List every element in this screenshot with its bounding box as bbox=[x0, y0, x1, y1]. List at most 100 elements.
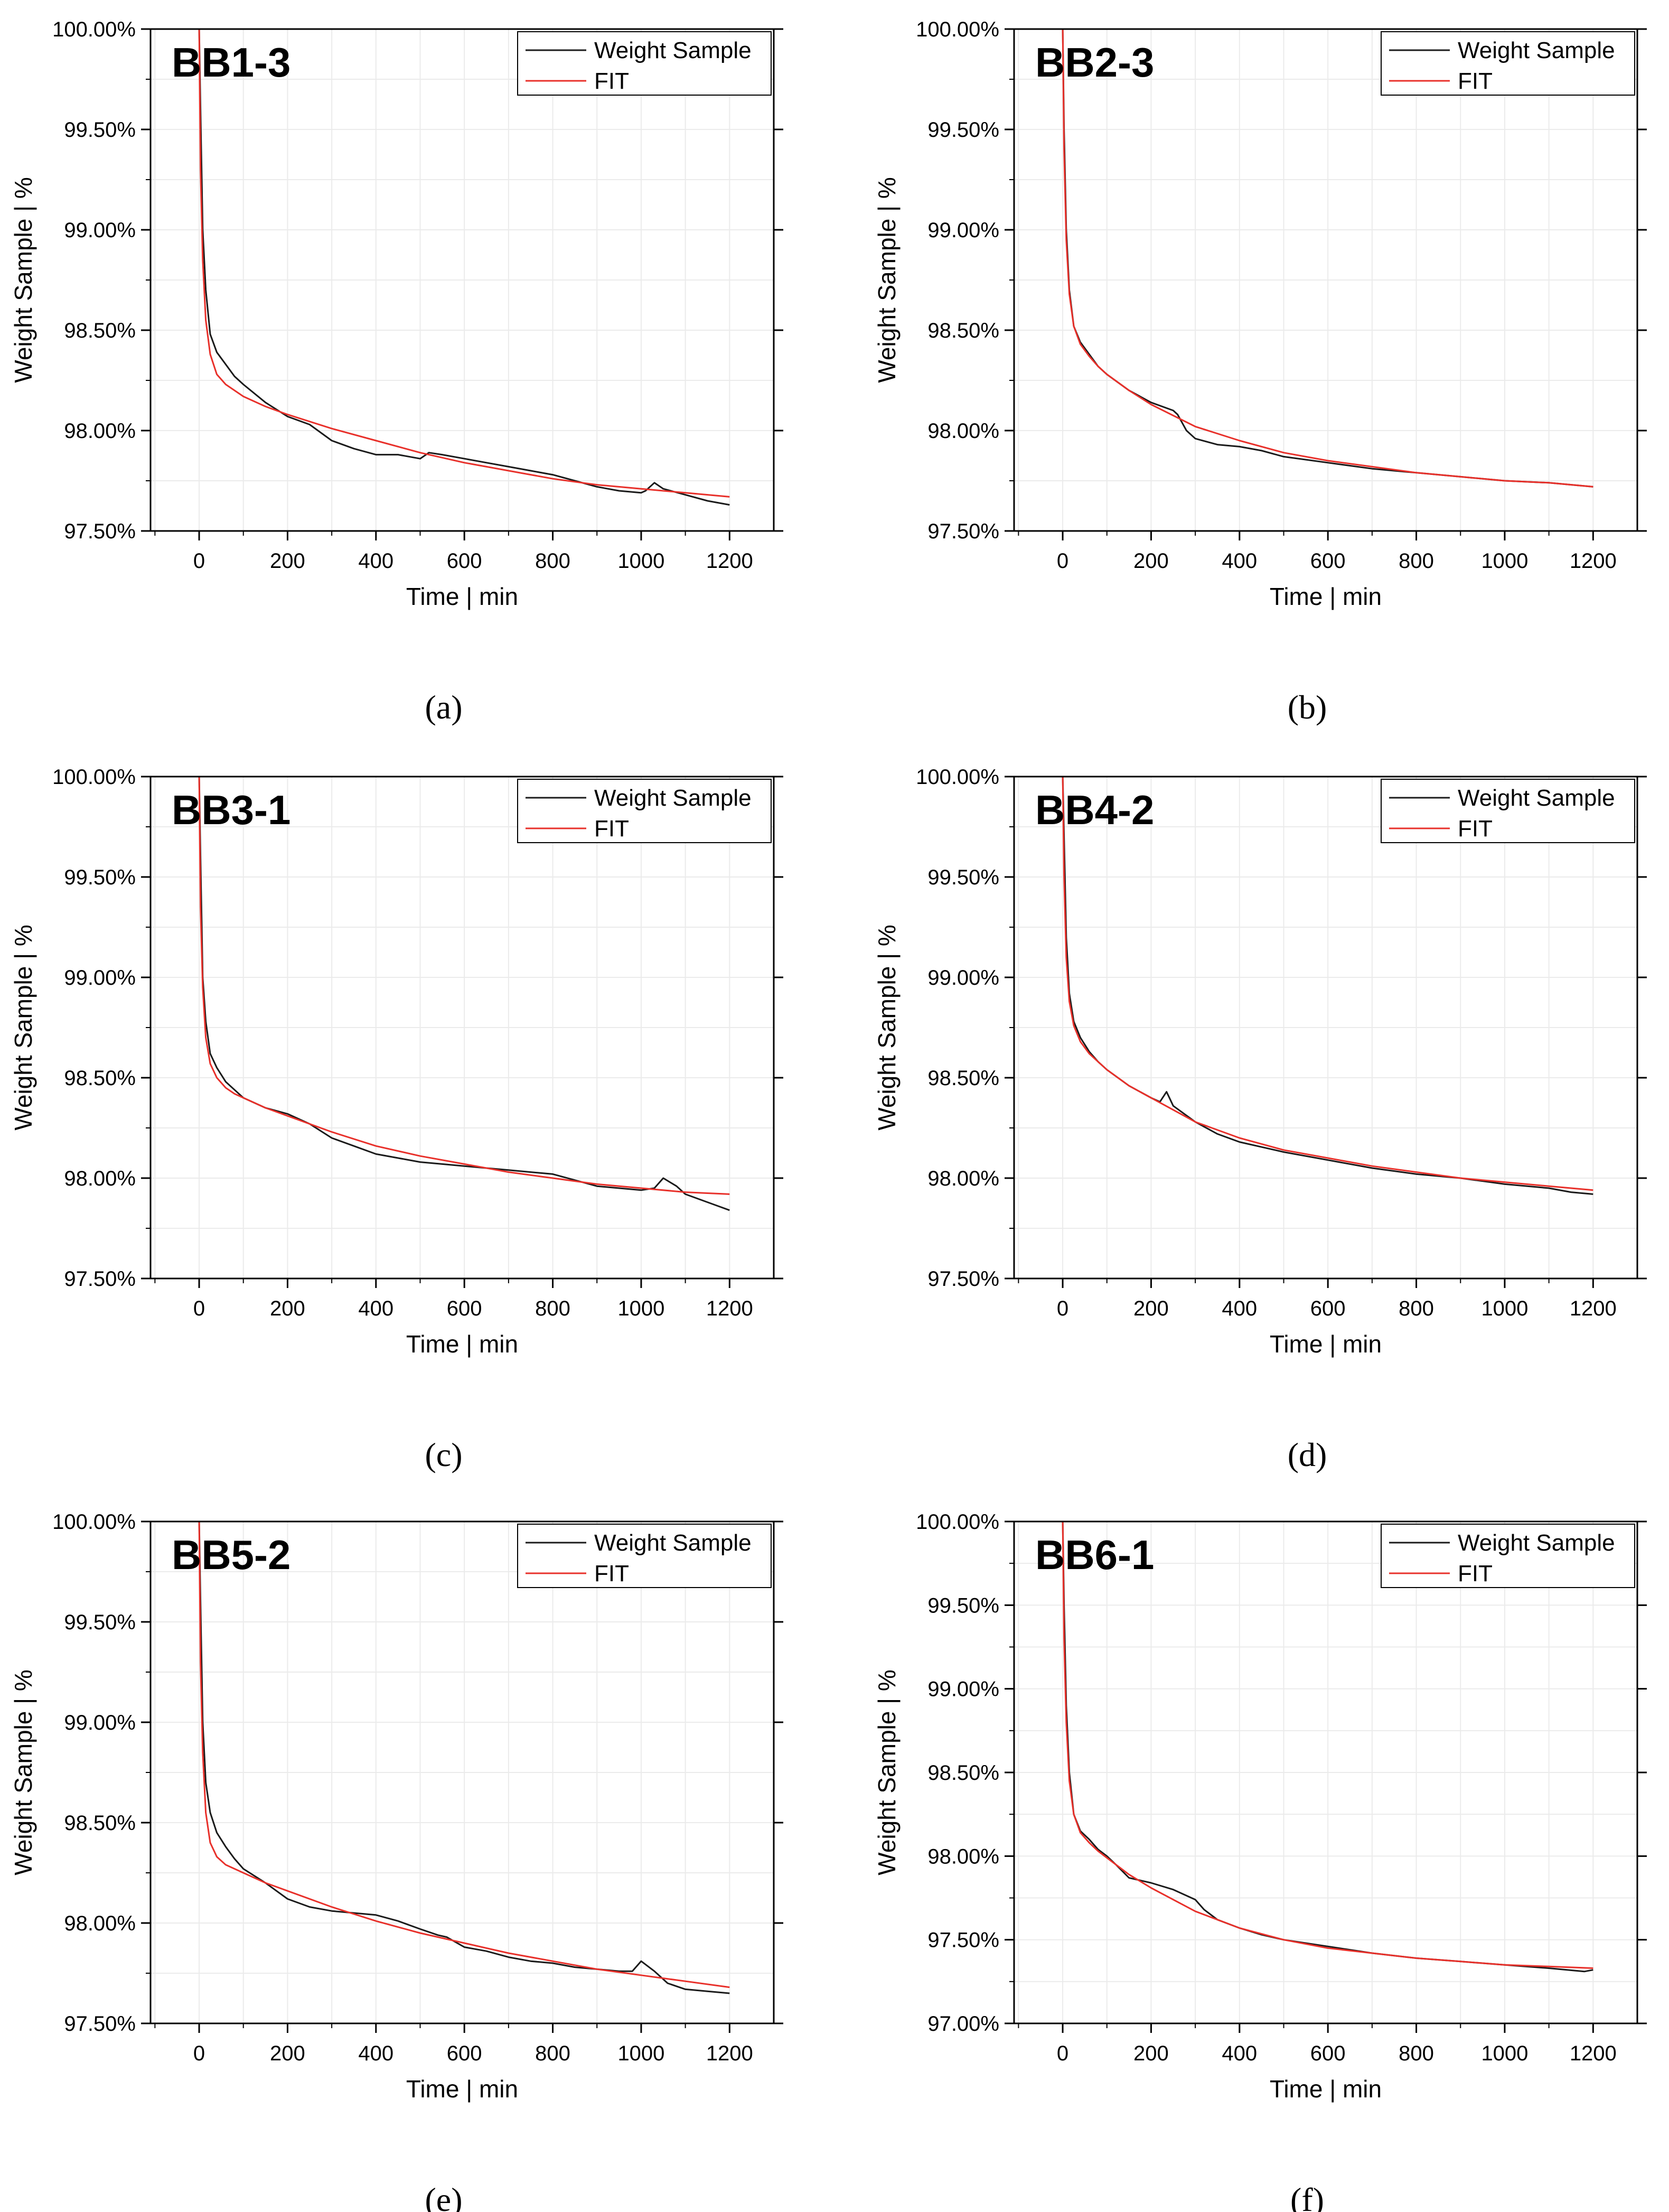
x-tick-label: 800 bbox=[535, 1297, 570, 1320]
x-axis-label: Time | min bbox=[1270, 2075, 1382, 2103]
y-tick-label: 99.00% bbox=[927, 966, 999, 990]
panel-caption: (e) bbox=[425, 2181, 462, 2212]
y-tick-label: 98.50% bbox=[64, 319, 136, 342]
x-tick-label: 400 bbox=[358, 1297, 393, 1320]
y-tick-label: 99.00% bbox=[927, 1678, 999, 1701]
y-tick-label: 98.00% bbox=[64, 419, 136, 443]
x-tick-label: 400 bbox=[358, 2042, 393, 2065]
y-tick-label: 99.50% bbox=[927, 1594, 999, 1617]
y-tick-label: 98.50% bbox=[64, 1067, 136, 1090]
x-tick-label: 600 bbox=[447, 1297, 482, 1320]
y-tick-label: 100.00% bbox=[52, 1510, 136, 1534]
sample-annotation: BB3-1 bbox=[172, 787, 290, 833]
x-tick-label: 1200 bbox=[1570, 549, 1617, 573]
panel-caption: (c) bbox=[425, 1436, 462, 1473]
legend-entry: FIT bbox=[594, 1561, 629, 1586]
x-tick-label: 800 bbox=[535, 549, 570, 573]
legend-entry: Weight Sample bbox=[594, 1530, 752, 1556]
x-axis-label: Time | min bbox=[1270, 583, 1382, 610]
y-tick-label: 98.00% bbox=[64, 1167, 136, 1190]
sample-annotation: BB6-1 bbox=[1035, 1532, 1154, 1578]
y-tick-label: 97.50% bbox=[927, 1267, 999, 1291]
legend-entry: FIT bbox=[1458, 816, 1493, 842]
x-tick-label: 1000 bbox=[1481, 1297, 1528, 1320]
x-tick-label: 200 bbox=[270, 1297, 305, 1320]
y-tick-label: 98.00% bbox=[927, 419, 999, 443]
legend-entry: Weight Sample bbox=[1458, 38, 1615, 63]
x-tick-label: 200 bbox=[270, 2042, 305, 2065]
y-tick-label: 100.00% bbox=[916, 766, 999, 789]
x-tick-label: 800 bbox=[1399, 549, 1434, 573]
series-weight-sample-line bbox=[198, 29, 730, 506]
x-tick-label: 1000 bbox=[617, 549, 664, 573]
x-tick-label: 200 bbox=[1133, 549, 1169, 573]
x-tick-label: 800 bbox=[1399, 2042, 1434, 2065]
legend-entry: Weight Sample bbox=[594, 38, 752, 63]
chart-panel-0: 0 200 400 600 800 1000 1200 97.50% 98.00% 98.50% 9… bbox=[10, 18, 783, 726]
series-fit-line bbox=[198, 776, 730, 1195]
legend-entry: FIT bbox=[594, 816, 629, 842]
x-tick-label: 0 bbox=[193, 549, 205, 573]
y-tick-label: 98.50% bbox=[927, 1067, 999, 1090]
x-tick-label: 1200 bbox=[706, 2042, 753, 2065]
panel-caption: (f) bbox=[1290, 2181, 1324, 2212]
y-tick-label: 99.50% bbox=[64, 866, 136, 889]
x-tick-label: 1000 bbox=[617, 2042, 664, 2065]
x-axis-label: Time | min bbox=[406, 583, 518, 610]
y-tick-label: 100.00% bbox=[52, 18, 136, 41]
legend-entry: Weight Sample bbox=[594, 785, 752, 811]
x-tick-label: 800 bbox=[1399, 1297, 1434, 1320]
x-tick-label: 1000 bbox=[617, 1297, 664, 1320]
x-tick-label: 1200 bbox=[1570, 1297, 1617, 1320]
panel-caption: (a) bbox=[425, 688, 462, 726]
legend-box bbox=[517, 779, 772, 843]
y-tick-label: 99.50% bbox=[927, 866, 999, 889]
y-tick-label: 99.00% bbox=[64, 219, 136, 242]
x-tick-label: 400 bbox=[1222, 1297, 1257, 1320]
x-tick-label: 0 bbox=[193, 1297, 205, 1320]
x-tick-label: 1200 bbox=[706, 1297, 753, 1320]
x-axis-label: Time | min bbox=[1270, 1330, 1382, 1358]
y-tick-label: 100.00% bbox=[52, 766, 136, 789]
x-tick-label: 0 bbox=[1057, 2042, 1068, 2065]
legend-box bbox=[1381, 779, 1635, 843]
legend-box bbox=[1381, 31, 1635, 96]
y-tick-label: 100.00% bbox=[916, 1510, 999, 1534]
y-tick-label: 98.50% bbox=[927, 319, 999, 342]
y-tick-label: 98.50% bbox=[927, 1761, 999, 1785]
x-tick-label: 800 bbox=[535, 2042, 570, 2065]
y-tick-label: 98.00% bbox=[64, 1912, 136, 1935]
series-fit-line bbox=[1062, 1521, 1593, 1969]
sample-annotation: BB4-2 bbox=[1035, 787, 1154, 833]
x-tick-label: 400 bbox=[358, 549, 393, 573]
x-tick-label: 1000 bbox=[1481, 549, 1528, 573]
x-tick-label: 600 bbox=[1310, 549, 1346, 573]
legend-entry: FIT bbox=[594, 68, 629, 94]
y-tick-label: 97.50% bbox=[64, 2012, 136, 2036]
y-tick-label: 97.50% bbox=[927, 1929, 999, 1952]
panel-caption: (d) bbox=[1288, 1436, 1327, 1473]
y-tick-label: 99.50% bbox=[927, 118, 999, 142]
x-tick-label: 0 bbox=[1057, 549, 1068, 573]
x-tick-label: 600 bbox=[447, 2042, 482, 2065]
y-tick-label: 97.50% bbox=[927, 520, 999, 543]
panel-caption: (b) bbox=[1288, 688, 1327, 726]
x-tick-label: 200 bbox=[1133, 1297, 1169, 1320]
x-tick-label: 1000 bbox=[1481, 2042, 1528, 2065]
y-axis-label: Weight Sample | % bbox=[10, 925, 37, 1131]
x-tick-label: 600 bbox=[1310, 1297, 1346, 1320]
x-tick-label: 1200 bbox=[706, 549, 753, 573]
y-tick-label: 98.00% bbox=[927, 1845, 999, 1868]
series-fit-line bbox=[198, 1521, 730, 1989]
sample-annotation: BB2-3 bbox=[1035, 39, 1154, 86]
x-tick-label: 200 bbox=[1133, 2042, 1169, 2065]
sample-annotation: BB1-3 bbox=[172, 39, 290, 86]
x-tick-label: 600 bbox=[1310, 2042, 1346, 2065]
series-fit-line bbox=[1062, 776, 1593, 1191]
y-tick-label: 99.50% bbox=[64, 1611, 136, 1634]
y-tick-label: 100.00% bbox=[916, 18, 999, 41]
y-tick-label: 98.50% bbox=[64, 1812, 136, 1835]
y-tick-label: 97.50% bbox=[64, 1267, 136, 1291]
